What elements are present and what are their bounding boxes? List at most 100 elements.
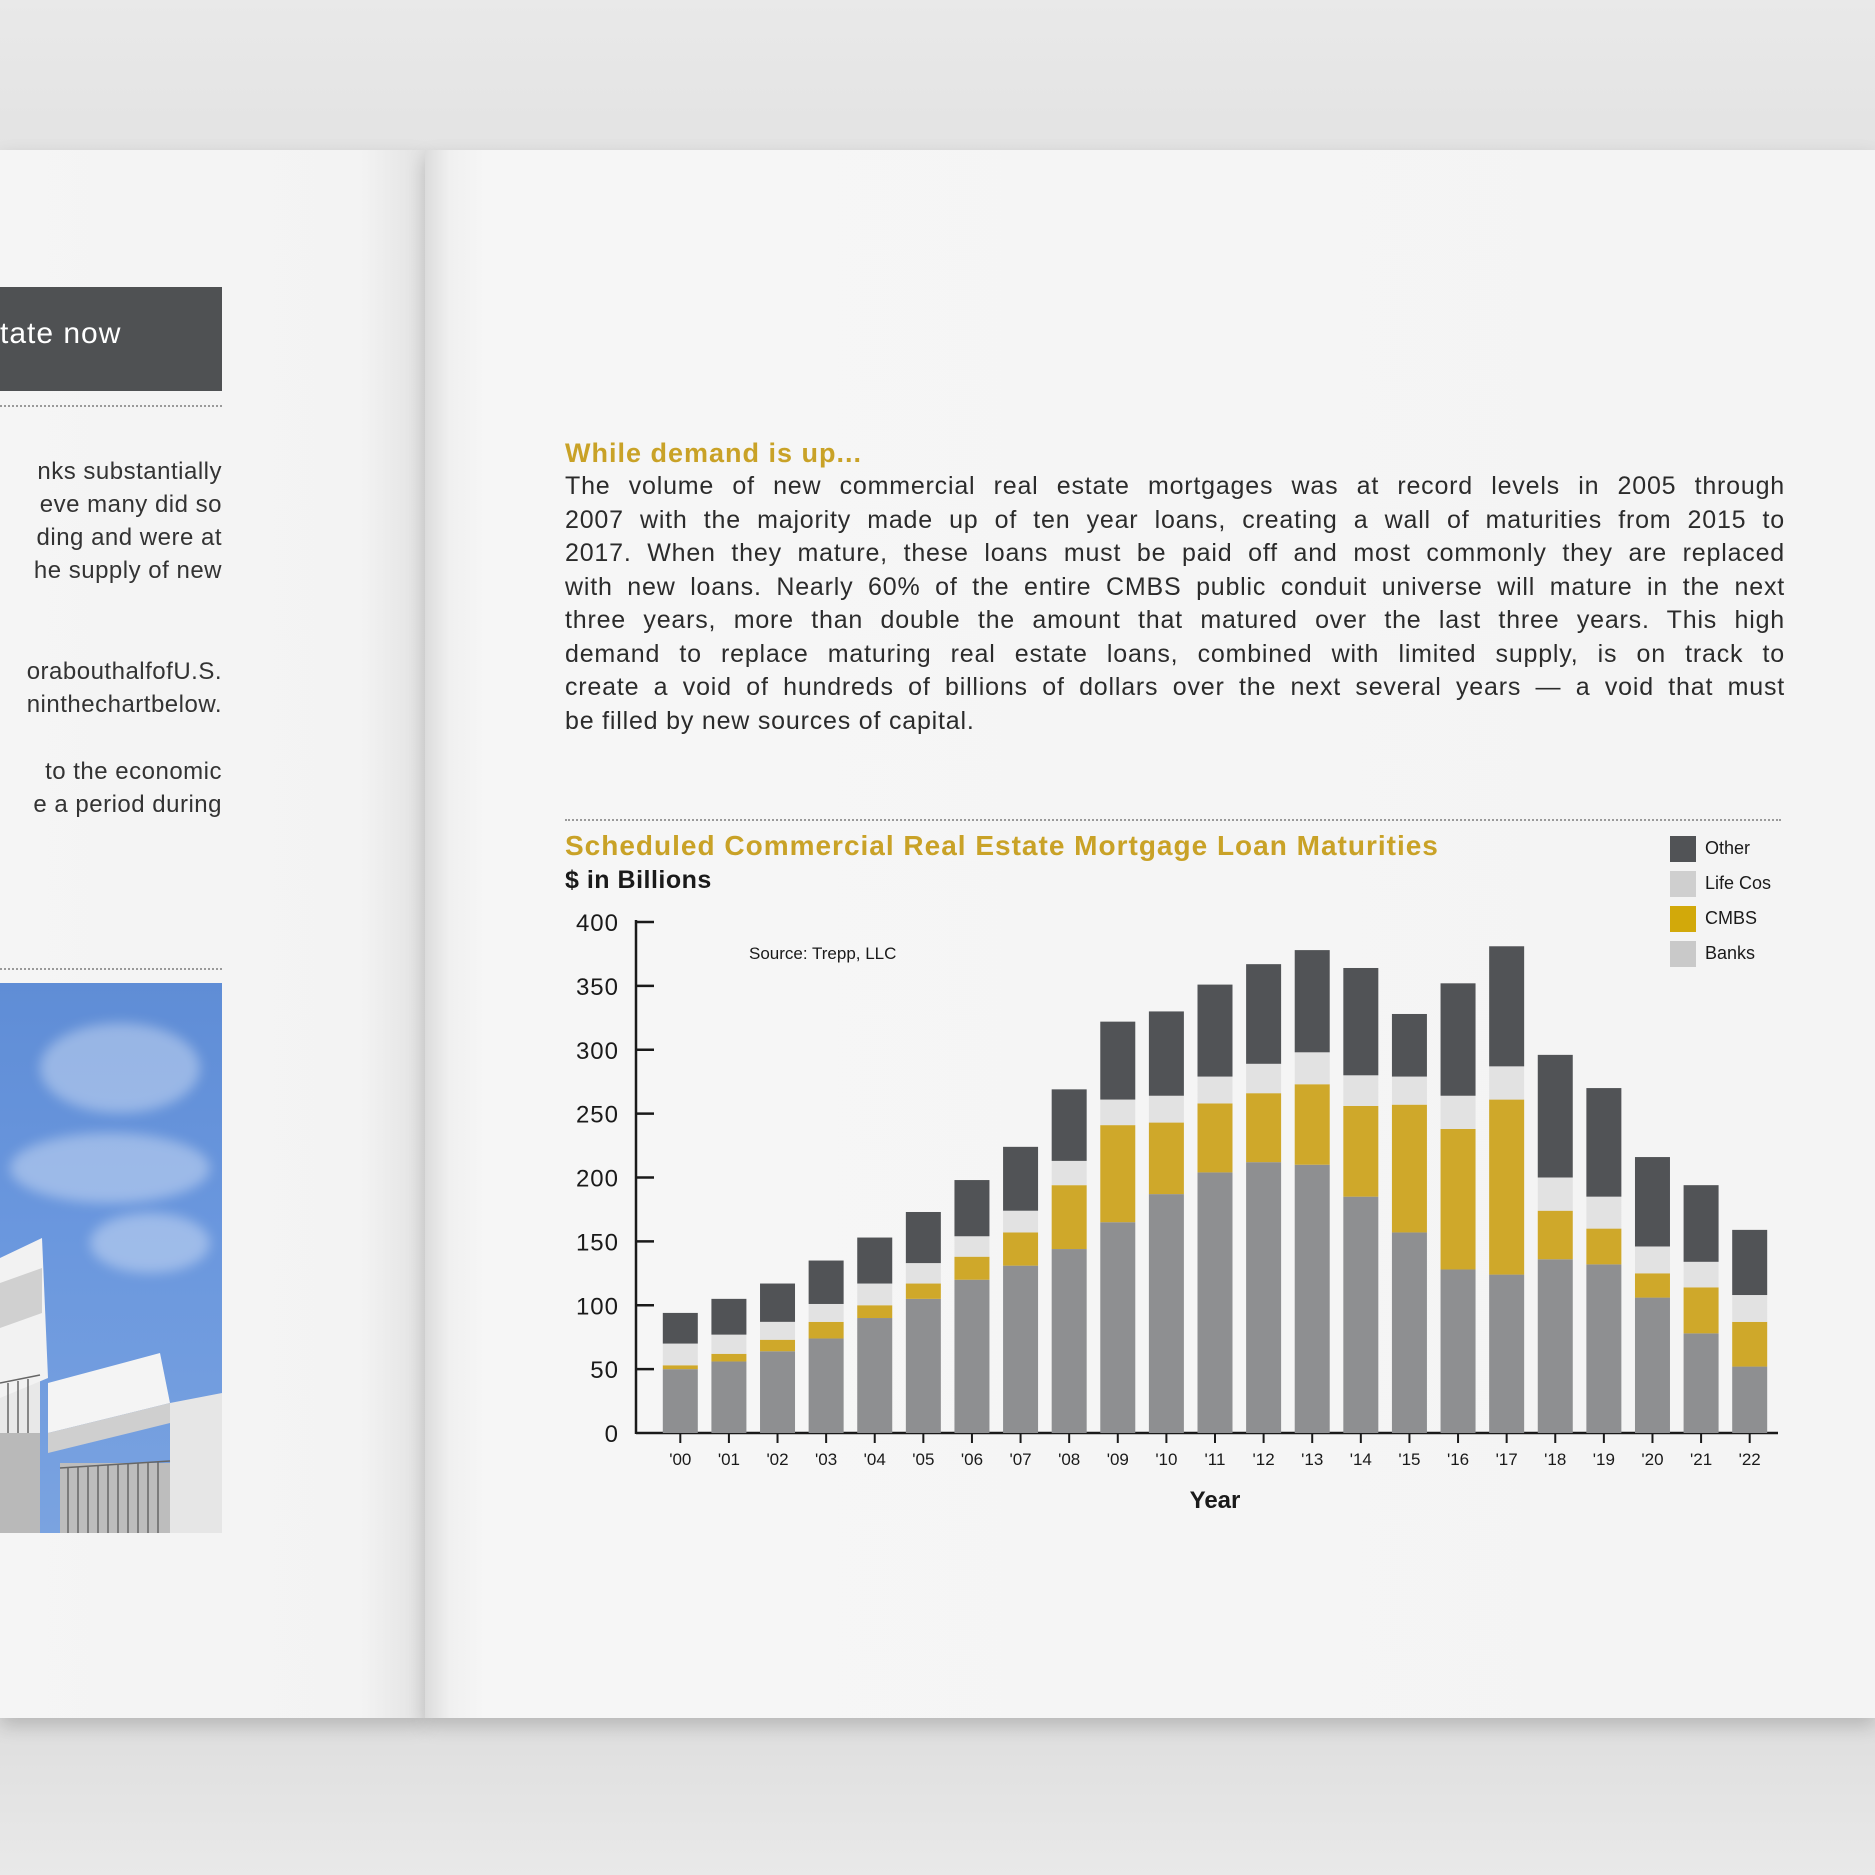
building-photo xyxy=(0,983,222,1533)
bar-segment-banks xyxy=(1003,1265,1039,1433)
bar-segment-other xyxy=(711,1298,747,1335)
bar-segment-cmbs xyxy=(808,1321,844,1339)
x-tick-label: '11 xyxy=(1205,1450,1226,1469)
x-tick-label: '07 xyxy=(1009,1450,1031,1469)
bar-segment-cmbs xyxy=(1148,1122,1184,1195)
bar-segment-life-cos xyxy=(1586,1196,1622,1229)
bar-segment-cmbs xyxy=(1634,1273,1670,1298)
legend-label: CMBS xyxy=(1705,908,1758,928)
x-tick-label: '06 xyxy=(961,1450,983,1469)
bar-segment-cmbs xyxy=(857,1305,893,1319)
x-tick-label: '08 xyxy=(1058,1450,1080,1469)
paragraph-line: be filled by new sources of capital. xyxy=(565,706,975,735)
bar-segment-life-cos xyxy=(1197,1076,1233,1104)
x-tick-label: '10 xyxy=(1155,1450,1177,1469)
legend-label: Banks xyxy=(1705,943,1756,963)
paragraph-line: demand to replace maturing real estate l… xyxy=(565,639,1785,668)
bar-segment-cmbs xyxy=(1586,1228,1622,1265)
bar-segment-banks xyxy=(1537,1259,1573,1433)
bar-segment-other xyxy=(857,1237,893,1284)
bar-segment-cmbs xyxy=(1732,1321,1768,1367)
x-tick-label: '01 xyxy=(718,1450,740,1469)
chart-source: Source: Trepp, LLC xyxy=(749,944,897,963)
y-tick-label: 400 xyxy=(576,910,619,937)
bar-segment-banks xyxy=(711,1361,747,1433)
left-banner: tate now xyxy=(0,287,222,391)
left-text-line: to the economic xyxy=(45,758,222,785)
bar-segment-life-cos xyxy=(1246,1063,1282,1094)
bar-segment-life-cos xyxy=(1732,1295,1768,1322)
body-paragraph: The volume of new commercial real estate… xyxy=(565,470,1785,738)
bar-segment-other xyxy=(1586,1088,1622,1197)
bar-segment-other xyxy=(1391,1013,1427,1077)
legend-swatch xyxy=(1670,906,1696,932)
x-tick-label: '13 xyxy=(1301,1450,1323,1469)
bar-segment-banks xyxy=(1100,1222,1136,1433)
left-text-line: orabouthalfofU.S. xyxy=(26,658,222,685)
x-tick-label: '02 xyxy=(766,1450,788,1469)
background-top xyxy=(0,0,1875,150)
bar-segment-other xyxy=(760,1283,796,1322)
bar-segment-other xyxy=(1489,946,1525,1067)
left-text-line: ding and were at xyxy=(36,524,222,551)
left-text-line: he supply of new xyxy=(33,557,222,584)
bar-segment-other xyxy=(1343,967,1379,1076)
bar-segment-life-cos xyxy=(1634,1246,1670,1274)
bar-segment-banks xyxy=(662,1369,698,1433)
bar-segment-banks xyxy=(1683,1333,1719,1433)
bar-segment-banks xyxy=(1148,1194,1184,1433)
bar-segment-life-cos xyxy=(1100,1099,1136,1126)
bar-segment-life-cos xyxy=(1489,1066,1525,1100)
bar-segment-life-cos xyxy=(905,1263,941,1284)
bar-segment-cmbs xyxy=(1489,1099,1525,1275)
bar-segment-cmbs xyxy=(1683,1287,1719,1334)
bar-segment-banks xyxy=(1634,1297,1670,1433)
bar-segment-other xyxy=(1440,983,1476,1096)
bar-segment-banks xyxy=(1440,1269,1476,1433)
y-tick-label: 0 xyxy=(605,1421,619,1448)
y-tick-label: 350 xyxy=(576,974,619,1001)
left-text-line: nks substantially xyxy=(37,458,222,485)
bar-segment-other xyxy=(954,1180,990,1237)
chart-svg: 0 50 100 150 200 250 300 350 400 '00 '01 '02 '03 '04 '… xyxy=(576,910,1778,1514)
bar-segment-cmbs xyxy=(760,1339,796,1352)
bar-segment-cmbs xyxy=(905,1283,941,1299)
y-tick-label: 150 xyxy=(576,1229,619,1256)
bar-segment-life-cos xyxy=(1294,1052,1330,1085)
bar-segment-banks xyxy=(954,1279,990,1433)
left-divider-bottom xyxy=(0,968,222,970)
bar-segment-life-cos xyxy=(760,1321,796,1340)
chart-title: Scheduled Commercial Real Estate Mortgag… xyxy=(565,830,1439,861)
left-divider-top xyxy=(0,405,222,407)
bar-segment-other xyxy=(1294,950,1330,1053)
y-tick-label: 50 xyxy=(590,1357,619,1384)
paragraph-line: 2017. When they mature, these loans must… xyxy=(565,539,1785,567)
bar-segment-cmbs xyxy=(1197,1103,1233,1173)
x-axis-title: Year xyxy=(1190,1487,1241,1514)
paragraph-line: with new loans. Nearly 60% of the entire… xyxy=(565,572,1785,601)
right-page: While demand is up... The volume of new … xyxy=(425,150,1875,1718)
paragraph-line: The volume of new commercial real estate… xyxy=(565,472,1785,500)
background-bottom xyxy=(0,1718,1875,1875)
left-page: tate now nks substantially eve many did … xyxy=(0,150,425,1718)
left-paragraph-2: orabouthalfofU.S. ninthechartbelow. xyxy=(0,655,222,721)
x-tick-label: '03 xyxy=(815,1450,837,1469)
cloud xyxy=(10,1133,210,1203)
left-text-line: eve many did so xyxy=(39,491,222,518)
bar-segment-banks xyxy=(857,1318,893,1433)
bar-segment-other xyxy=(1537,1054,1573,1178)
building-illustration xyxy=(0,1238,222,1533)
bar-segment-banks xyxy=(1489,1274,1525,1433)
bar-segment-other xyxy=(1246,964,1282,1064)
y-tick-label: 200 xyxy=(576,1166,619,1193)
bar-segment-cmbs xyxy=(1537,1210,1573,1260)
bar-segment-cmbs xyxy=(662,1365,698,1370)
left-text-line: ninthechartbelow. xyxy=(26,691,222,718)
bar-segment-cmbs xyxy=(1246,1093,1282,1163)
bar-segment-cmbs xyxy=(1051,1185,1087,1250)
bar-segment-other xyxy=(1732,1229,1768,1296)
bar-segment-life-cos xyxy=(1391,1076,1427,1105)
bar-segment-other xyxy=(808,1260,844,1304)
chart-y-axis-label: $ in Billions xyxy=(565,866,712,894)
bar-segment-banks xyxy=(760,1351,796,1433)
